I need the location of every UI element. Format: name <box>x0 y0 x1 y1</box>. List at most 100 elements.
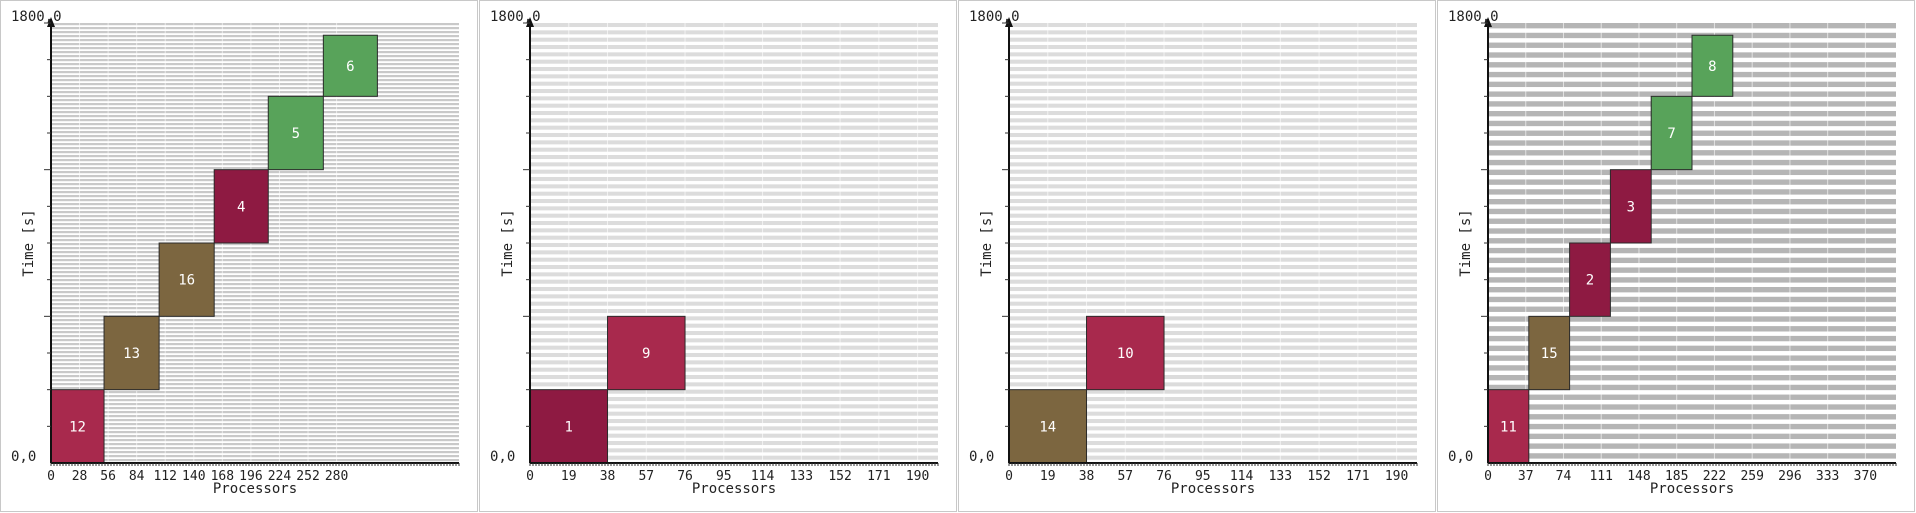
chart-panel-1: 12 13 16 4 5 6 0 28 56 84 112 140 168 196 224 252 280 Pro… <box>0 0 478 512</box>
x-tick-label: 84 <box>129 469 145 484</box>
y-axis-label: Time [s] <box>500 209 516 276</box>
grid-stripe <box>530 243 938 248</box>
grid-stripe <box>1009 30 1417 35</box>
grid-stripe <box>1009 426 1417 431</box>
grid-stripe <box>51 395 459 398</box>
grid-stripe <box>1488 208 1896 215</box>
grid-stripe <box>51 391 459 394</box>
x-tick-label: 95 <box>1195 469 1211 484</box>
grid-stripe <box>51 95 459 98</box>
grid-stripe <box>1488 384 1896 391</box>
grid-stripe <box>1009 331 1417 336</box>
grid-stripe <box>51 439 459 442</box>
grid-stripes <box>1008 23 1417 463</box>
grid-stripe <box>530 52 938 57</box>
grid-stripe <box>51 39 459 42</box>
x-tick-label: 37 <box>1518 469 1534 484</box>
job-block <box>1691 34 1734 97</box>
grid-stripe <box>530 323 938 328</box>
job-label: 4 <box>237 199 245 215</box>
grid-stripe <box>51 283 459 286</box>
grid-stripe <box>51 459 459 462</box>
grid-stripe <box>51 407 459 410</box>
grid-stripe <box>530 169 938 174</box>
grid-stripe <box>1488 423 1896 430</box>
job-block <box>1086 315 1165 391</box>
grid-stripe <box>51 363 459 366</box>
grid-stripe <box>51 59 459 62</box>
x-tick-label: 152 <box>1307 469 1330 484</box>
grid-stripe <box>51 27 459 30</box>
grid-stripe <box>1009 433 1417 438</box>
job-label: 7 <box>1667 126 1675 142</box>
grid-stripe <box>530 411 938 416</box>
grid-stripe <box>1488 296 1896 303</box>
grid-stripe <box>1009 455 1417 460</box>
grid-stripe <box>530 353 938 358</box>
grid-stripe <box>530 389 938 394</box>
grid-stripe <box>1488 238 1896 244</box>
grid-stripe <box>1009 169 1417 174</box>
grid-stripe <box>530 23 938 28</box>
y-max-label: 1800,0 <box>490 9 541 25</box>
grid-stripe <box>1009 133 1417 138</box>
grid-stripe <box>51 427 459 430</box>
grid-stripe <box>51 371 459 374</box>
grid-stripe <box>1009 345 1417 350</box>
grid-stripe <box>1009 250 1417 255</box>
y-max-label: 1800,0 <box>11 9 62 25</box>
grid-stripe <box>51 267 459 270</box>
grid-stripe <box>530 177 938 182</box>
grid-stripe <box>530 74 938 79</box>
grid-stripe <box>1009 441 1417 446</box>
grid-stripe <box>1009 360 1417 365</box>
grid-stripe <box>1009 206 1417 211</box>
grid-stripe <box>51 411 459 414</box>
grid-stripe <box>51 147 459 150</box>
grid-stripe <box>1488 277 1896 283</box>
grid-stripe <box>530 213 938 218</box>
x-tick-label: 140 <box>182 469 205 484</box>
grid-stripe <box>530 294 938 299</box>
grid-stripe <box>1488 287 1896 293</box>
grid-stripe <box>1009 316 1417 321</box>
y-axis-arrow <box>47 17 55 27</box>
job-label: 16 <box>178 273 195 289</box>
x-tick-label: 95 <box>716 469 732 484</box>
origin-label: 0,0 <box>969 449 994 465</box>
job-block <box>607 315 686 391</box>
x-tick-label: 252 <box>296 469 319 484</box>
grid-stripe <box>1009 59 1417 64</box>
job-label: 8 <box>1708 59 1716 75</box>
grid-stripe <box>1488 345 1896 352</box>
y-max-label: 1800,0 <box>1448 9 1499 25</box>
grid-stripe <box>51 67 459 70</box>
job-label: 2 <box>1586 273 1594 289</box>
grid-stripe <box>51 311 459 314</box>
x-tick-label: 185 <box>1665 469 1688 484</box>
grid-stripe <box>530 257 938 262</box>
x-axis-label: Processors <box>692 481 776 497</box>
grid-stripe <box>530 199 938 204</box>
grid-stripe <box>530 265 938 270</box>
grid-stripe <box>51 163 459 166</box>
grid-stripe <box>1009 228 1417 233</box>
grid-stripe <box>530 191 938 196</box>
y-axis-arrow <box>526 17 534 27</box>
grid-stripe <box>1009 287 1417 292</box>
origin-label: 0,0 <box>11 449 36 465</box>
grid-stripe <box>51 295 459 298</box>
grid-stripe <box>51 139 459 142</box>
grid-stripe <box>1488 199 1896 205</box>
x-tick-label: 38 <box>600 469 616 484</box>
y-axis-arrow <box>1484 17 1492 27</box>
job-block <box>1569 242 1611 317</box>
grid-stripe <box>530 375 938 380</box>
x-axis-label: Processors <box>1171 481 1255 497</box>
grid-stripe <box>1488 365 1896 371</box>
x-tick-label: 171 <box>867 469 890 484</box>
grid-stripe <box>51 107 459 110</box>
job-label: 14 <box>1039 419 1056 435</box>
grid-stripe <box>530 419 938 424</box>
